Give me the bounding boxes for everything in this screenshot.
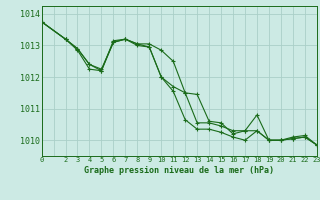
X-axis label: Graphe pression niveau de la mer (hPa): Graphe pression niveau de la mer (hPa) bbox=[84, 166, 274, 175]
